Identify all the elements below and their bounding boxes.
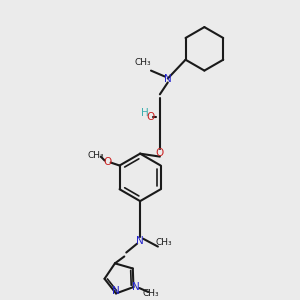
Text: O: O [147,112,155,122]
Text: O: O [156,148,164,158]
Text: N: N [132,282,139,292]
Text: H: H [141,108,149,118]
Text: O: O [103,157,112,166]
Text: CH₃: CH₃ [143,289,160,298]
Text: CH₃: CH₃ [155,238,172,247]
Text: CH₃: CH₃ [135,58,152,67]
Text: N: N [136,236,144,246]
Text: CH₃: CH₃ [88,151,104,160]
Text: N: N [164,74,172,83]
Text: N: N [112,286,120,296]
